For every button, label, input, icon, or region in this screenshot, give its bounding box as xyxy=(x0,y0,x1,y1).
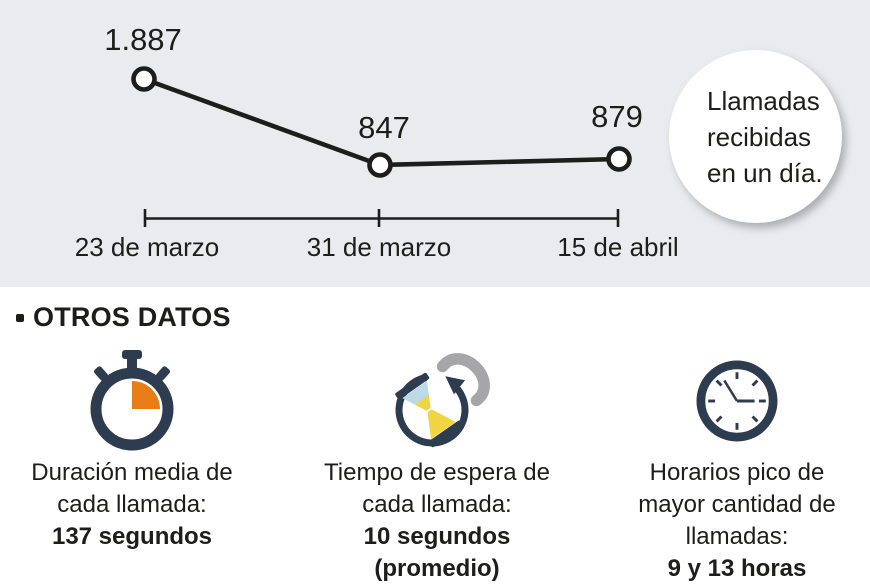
stat-text: mayor cantidad de xyxy=(638,491,836,518)
stat-card-wait-time: Tiempo de espera de cada llamada: 10 seg… xyxy=(303,345,571,585)
stat-value: (promedio) xyxy=(374,555,500,582)
stat-text: cada llamada: xyxy=(362,491,512,518)
stat-card-peak-hours: Horarios pico de mayor cantidad de llama… xyxy=(603,345,870,585)
chart-annotation-bubble: Llamadas recibidas en un día. xyxy=(669,50,842,223)
bubble-text-line: en un día. xyxy=(707,157,823,188)
stat-text: Duración media de xyxy=(31,459,233,486)
stat-value: 10 segundos xyxy=(363,523,511,550)
stat-text: llamadas: xyxy=(685,523,789,550)
x-axis-label: 23 de marzo xyxy=(74,232,220,262)
bubble-text-line: recibidas xyxy=(707,121,812,152)
stat-value: 137 segundos xyxy=(51,523,213,550)
stat-value: 9 y 13 horas xyxy=(667,555,807,582)
x-axis-label: 31 de marzo xyxy=(306,232,452,262)
stopwatch-icon xyxy=(90,350,174,451)
stat-text: Tiempo de espera de xyxy=(324,459,550,486)
data-point-marker xyxy=(367,152,393,178)
point-value-label: 847 xyxy=(358,110,410,145)
bubble-text-line: Llamadas xyxy=(707,85,820,116)
stat-text: Horarios pico de xyxy=(649,459,825,486)
hourglass-phone-icon xyxy=(395,353,490,448)
clock-icon xyxy=(696,360,778,442)
point-value-label: 1.887 xyxy=(104,22,182,57)
stat-card-duration: Duración media de cada llamada: 137 segu… xyxy=(0,345,264,553)
point-value-label: 879 xyxy=(591,99,643,134)
x-axis-label: 15 de abril xyxy=(557,232,679,262)
data-point-marker xyxy=(606,146,632,172)
section-header: OTROS DATOS xyxy=(16,302,231,333)
section-title: OTROS DATOS xyxy=(33,302,231,332)
chart-panel: 1.887 847 879 23 de marzo 31 de marzo 15… xyxy=(0,0,870,287)
data-point-marker xyxy=(131,66,157,92)
stats-row: Duración media de cada llamada: 137 segu… xyxy=(0,345,870,582)
bullet-icon xyxy=(16,313,24,322)
line-chart xyxy=(131,66,632,227)
stat-text: cada llamada: xyxy=(57,491,207,518)
